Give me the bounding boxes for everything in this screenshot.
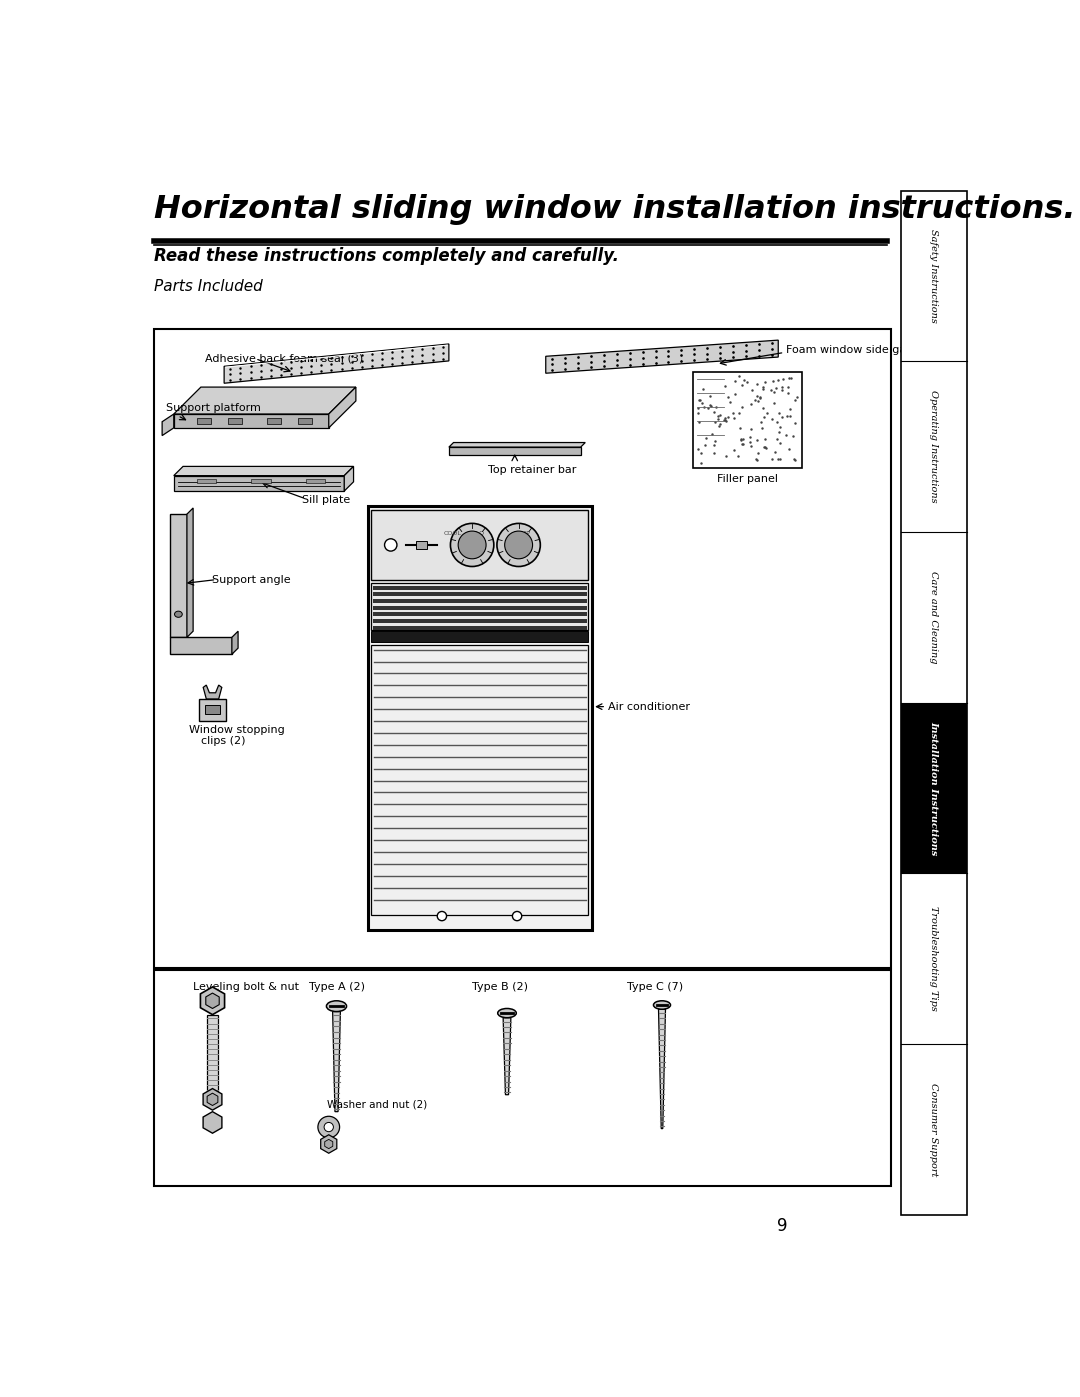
Polygon shape xyxy=(232,631,238,654)
Bar xyxy=(207,1014,218,1099)
Bar xyxy=(373,619,586,623)
Bar xyxy=(373,606,586,609)
Polygon shape xyxy=(325,1140,333,1148)
Polygon shape xyxy=(203,1088,221,1111)
Polygon shape xyxy=(201,986,225,1014)
Text: Safety Instructions: Safety Instructions xyxy=(929,229,939,323)
Polygon shape xyxy=(206,993,219,1009)
Circle shape xyxy=(512,911,522,921)
Polygon shape xyxy=(170,637,232,654)
Polygon shape xyxy=(170,514,187,637)
Text: HI-LO: HI-LO xyxy=(468,531,485,536)
Polygon shape xyxy=(321,1134,337,1154)
Circle shape xyxy=(497,524,540,567)
Circle shape xyxy=(450,524,494,567)
Polygon shape xyxy=(174,475,345,490)
Bar xyxy=(372,645,589,915)
Text: COOL: COOL xyxy=(444,531,461,536)
Circle shape xyxy=(458,531,486,559)
Bar xyxy=(373,626,586,630)
Bar xyxy=(367,507,592,930)
Text: Support angle: Support angle xyxy=(213,574,292,584)
Text: Parts Included: Parts Included xyxy=(154,279,264,295)
Bar xyxy=(372,510,589,580)
Polygon shape xyxy=(345,467,353,490)
Bar xyxy=(154,330,891,968)
Text: Washer and nut (2): Washer and nut (2) xyxy=(327,1099,428,1109)
Ellipse shape xyxy=(326,1000,347,1011)
Polygon shape xyxy=(545,339,779,373)
Ellipse shape xyxy=(498,1009,516,1018)
Polygon shape xyxy=(203,1112,221,1133)
Bar xyxy=(252,479,271,483)
Polygon shape xyxy=(225,344,449,383)
Text: Adhesive back foam seal (3): Adhesive back foam seal (3) xyxy=(205,353,363,363)
Polygon shape xyxy=(174,467,353,475)
Text: Type B (2): Type B (2) xyxy=(472,982,528,992)
Bar xyxy=(372,584,589,630)
Text: Troubleshooting Tips: Troubleshooting Tips xyxy=(929,907,939,1011)
Polygon shape xyxy=(187,509,193,637)
Bar xyxy=(205,705,220,714)
Text: Horizontal sliding window installation instructions.: Horizontal sliding window installation i… xyxy=(154,194,1076,225)
Bar xyxy=(373,599,586,604)
Text: Leveling bolt & nut: Leveling bolt & nut xyxy=(193,982,299,992)
Bar xyxy=(901,191,967,1215)
Bar xyxy=(267,418,281,425)
Bar xyxy=(693,372,801,468)
Text: Foam window side gasket: Foam window side gasket xyxy=(786,345,930,355)
Polygon shape xyxy=(199,698,227,721)
Circle shape xyxy=(318,1116,339,1137)
Bar xyxy=(154,970,891,1186)
Circle shape xyxy=(324,1122,334,1132)
Text: Type A (2): Type A (2) xyxy=(309,982,365,992)
Bar xyxy=(197,479,216,483)
Text: Sill plate: Sill plate xyxy=(301,496,350,506)
Polygon shape xyxy=(207,1094,218,1105)
Polygon shape xyxy=(503,1018,511,1095)
Polygon shape xyxy=(659,1009,665,1129)
Polygon shape xyxy=(162,414,174,436)
Text: Window stopping: Window stopping xyxy=(189,725,285,735)
Polygon shape xyxy=(203,685,221,698)
Ellipse shape xyxy=(653,1000,671,1009)
Bar xyxy=(306,479,325,483)
Bar xyxy=(373,612,586,616)
Text: Read these instructions completely and carefully.: Read these instructions completely and c… xyxy=(154,247,619,265)
Text: Care and Cleaning: Care and Cleaning xyxy=(929,571,939,664)
Circle shape xyxy=(384,539,397,550)
Polygon shape xyxy=(174,414,328,427)
Text: Support platform: Support platform xyxy=(166,402,261,414)
Polygon shape xyxy=(333,1011,340,1112)
Polygon shape xyxy=(449,443,585,447)
Bar xyxy=(373,585,586,590)
Polygon shape xyxy=(449,447,581,455)
Text: Filler panel: Filler panel xyxy=(717,474,778,483)
Ellipse shape xyxy=(175,610,183,617)
Circle shape xyxy=(437,911,446,921)
Bar xyxy=(197,418,211,425)
Text: clips (2): clips (2) xyxy=(201,736,245,746)
Text: Operating Instructions: Operating Instructions xyxy=(929,390,939,503)
Text: TEMP: TEMP xyxy=(514,531,531,536)
Bar xyxy=(372,631,589,643)
Bar xyxy=(228,418,242,425)
Bar xyxy=(901,703,967,873)
Bar xyxy=(298,418,312,425)
Polygon shape xyxy=(328,387,356,427)
Circle shape xyxy=(504,531,532,559)
Bar xyxy=(416,541,428,549)
Polygon shape xyxy=(174,387,356,414)
Text: Top retainer bar: Top retainer bar xyxy=(488,465,576,475)
Text: Air conditioner: Air conditioner xyxy=(608,701,690,711)
Text: Type C (7): Type C (7) xyxy=(627,982,684,992)
Bar xyxy=(373,592,586,597)
Text: Installation Instructions: Installation Instructions xyxy=(929,721,939,855)
Text: 9: 9 xyxy=(777,1217,787,1235)
Text: Consumer Support: Consumer Support xyxy=(929,1083,939,1176)
